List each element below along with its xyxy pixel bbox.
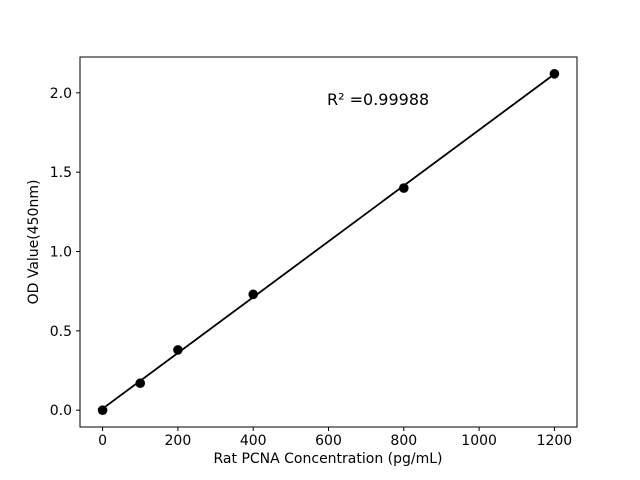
x-tick-label: 400 [240,433,267,449]
x-tick-label: 200 [165,433,192,449]
y-tick-label: 2.0 [50,86,72,102]
plot-area: 0 200 400 600 800 1000 1200 0.0 0.5 1.0 1.5 2.0 [50,56,578,449]
x-tick-label: 1200 [537,433,573,449]
r-squared-annotation: R² =0.99988 [327,90,429,109]
data-point [135,378,146,389]
x-tick-label: 0 [98,433,107,449]
fit-line [101,73,556,410]
data-point [399,183,409,193]
x-tick-label: 600 [315,433,342,449]
y-axis-label: OD Value(450nm) [26,180,42,305]
y-tick-label: 0.5 [50,324,72,340]
data-point [248,289,258,300]
x-tick-label: 1000 [461,433,497,449]
y-tick-label: 0.0 [50,403,72,419]
data-point [173,345,183,355]
y-tick-label: 1.0 [50,245,72,261]
x-axis-label: Rat PCNA Concentration (pg/mL) [214,451,443,467]
y-tick-label: 1.5 [50,165,72,181]
data-point [97,405,108,415]
data-point [549,69,560,79]
x-tick-label: 800 [390,433,417,449]
